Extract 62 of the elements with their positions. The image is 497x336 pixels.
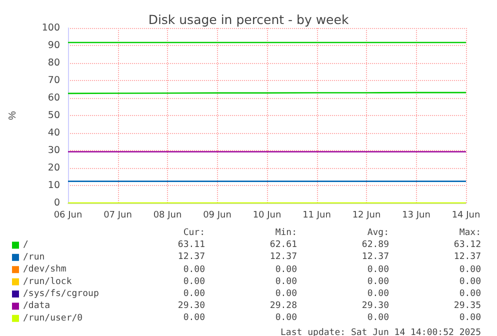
text: 12.37 [454,251,481,264]
text: 29.35 [454,300,481,312]
text: 0.00 [275,264,297,276]
text: 12.37 [178,251,205,264]
y-tick-label: 70 [48,75,60,86]
legend-label: /dev/shm [23,264,66,275]
text: 0.00 [275,288,297,300]
legend-label: /run/lock [23,276,72,287]
legend-label: /sys/fs/cgroup [23,289,99,299]
y-tick-label: 20 [48,162,60,174]
text: 12.37 [362,251,389,264]
text: 29.30 [178,300,205,312]
text: 0.00 [367,276,389,288]
text: Cur: [183,227,205,239]
y-tick-label: 50 [48,110,60,121]
x-tick-label: 07 Jun [104,210,132,220]
legend-label: /run [23,252,45,262]
x-tick-label: 12 Jun [352,210,381,220]
legend-label: /data [23,301,50,312]
text: 63.11 [178,239,205,252]
text: 29.30 [362,300,389,312]
text: 0.00 [183,276,205,288]
x-tick-label: 08 Jun [153,210,182,220]
text: 0.00 [459,276,481,288]
x-tick-label: 11 Jun [302,210,331,220]
y-tick-label: 60 [48,92,60,104]
text: 0.00 [459,288,481,300]
legend-label: /run/user/0 [23,313,83,324]
text: Avg: [367,227,389,239]
text: 0.00 [459,264,481,276]
text: Max: [459,227,481,239]
x-tick-label: 10 Jun [252,210,282,220]
chart-title: Disk usage in percent - by week [148,12,350,27]
y-axis-title: % [8,110,18,120]
text: 0.00 [183,264,205,276]
y-tick-label: 0 [54,198,60,208]
text: 0.00 [367,264,389,276]
x-tick-label: 13 Jun [402,210,430,220]
text: 0.00 [183,312,205,324]
text: 0.00 [183,288,205,300]
y-tick-label: 40 [48,128,60,138]
x-tick-label: 14 Jun [452,210,480,220]
text: 0.00 [367,312,389,324]
y-tick-label: 10 [48,180,60,191]
text: Min: [275,227,297,239]
text: 29.28 [270,300,297,312]
y-tick-label: 30 [48,145,60,156]
text: 62.61 [270,239,297,252]
text: 12.37 [270,251,297,264]
y-tick-label: 100 [42,22,60,34]
legend-label: / [23,240,28,250]
text: 0.00 [367,288,389,300]
text: Last update: Sat Jun 14 14:00:52 2025 [280,326,481,336]
x-tick-label: 09 Jun [203,210,232,220]
text: 0.00 [275,312,297,324]
text: 63.12 [454,239,481,252]
y-tick-label: 90 [48,40,60,51]
text: 62.89 [362,239,389,252]
y-tick-label: 80 [48,58,60,68]
text: 0.00 [275,276,297,288]
x-tick-label: 06 Jun [54,210,82,220]
text: 0.00 [459,312,481,324]
